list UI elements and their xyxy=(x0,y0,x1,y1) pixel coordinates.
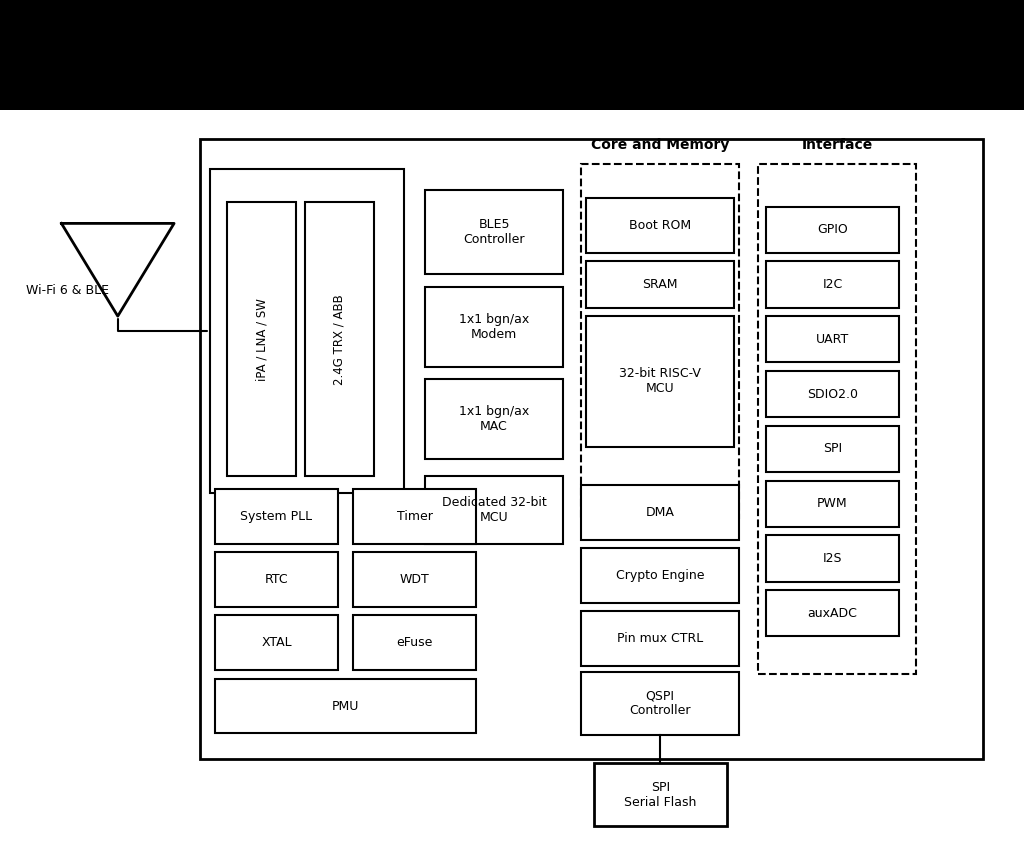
Bar xyxy=(227,202,296,476)
Text: I2S: I2S xyxy=(822,552,843,565)
Bar xyxy=(215,489,338,544)
Bar xyxy=(581,485,739,540)
Bar xyxy=(353,489,476,544)
Text: XTAL: XTAL xyxy=(261,636,292,649)
Bar xyxy=(425,287,563,367)
Text: GPIO: GPIO xyxy=(817,223,848,236)
Bar xyxy=(586,316,734,447)
Bar xyxy=(425,379,563,459)
Text: WDT: WDT xyxy=(399,573,430,586)
Text: DMA: DMA xyxy=(645,506,675,518)
Bar xyxy=(586,261,734,308)
Text: auxADC: auxADC xyxy=(808,607,857,620)
Bar xyxy=(581,164,739,518)
Bar xyxy=(425,190,563,274)
Text: Wi-Fi 6 & BLE: Wi-Fi 6 & BLE xyxy=(26,284,109,298)
Bar xyxy=(594,763,727,826)
Bar xyxy=(766,261,899,308)
Bar xyxy=(766,316,899,362)
Text: Dedicated 32-bit
MCU: Dedicated 32-bit MCU xyxy=(441,496,547,524)
Text: BLE5
Controller: BLE5 Controller xyxy=(463,217,525,246)
Text: 1x1 bgn/ax
MAC: 1x1 bgn/ax MAC xyxy=(459,405,529,433)
Text: Pin mux CTRL: Pin mux CTRL xyxy=(616,632,703,645)
Text: QSPI
Controller: QSPI Controller xyxy=(629,690,691,717)
Bar xyxy=(766,426,899,472)
Bar xyxy=(353,552,476,607)
Bar xyxy=(0,110,1024,843)
Bar xyxy=(215,615,338,670)
Text: SPI: SPI xyxy=(823,443,842,455)
Text: Boot ROM: Boot ROM xyxy=(629,219,691,232)
Text: Crypto Engine: Crypto Engine xyxy=(615,569,705,582)
Bar xyxy=(758,164,916,674)
Bar xyxy=(215,552,338,607)
Bar xyxy=(766,207,899,253)
Bar xyxy=(766,535,899,582)
Bar xyxy=(581,672,739,735)
Text: 1x1 bgn/ax
Modem: 1x1 bgn/ax Modem xyxy=(459,313,529,341)
Bar xyxy=(353,615,476,670)
Bar xyxy=(581,548,739,603)
Bar xyxy=(210,169,404,493)
Text: Core and Memory: Core and Memory xyxy=(591,137,730,152)
Text: System PLL: System PLL xyxy=(241,510,312,523)
Text: 2.4G TRX / ABB: 2.4G TRX / ABB xyxy=(333,294,346,384)
Text: SPI
Serial Flash: SPI Serial Flash xyxy=(625,781,696,808)
Text: SDIO2.0: SDIO2.0 xyxy=(807,388,858,400)
Text: Timer: Timer xyxy=(396,510,433,523)
Bar xyxy=(766,590,899,636)
Text: SRAM: SRAM xyxy=(642,278,678,291)
Bar xyxy=(200,139,983,759)
Text: eFuse: eFuse xyxy=(396,636,433,649)
Bar xyxy=(305,202,374,476)
Text: UART: UART xyxy=(816,333,849,346)
Bar xyxy=(215,679,476,733)
Text: RTC: RTC xyxy=(264,573,289,586)
Bar xyxy=(586,198,734,253)
Bar xyxy=(766,481,899,527)
Text: PMU: PMU xyxy=(332,700,359,712)
Text: Interface: Interface xyxy=(802,137,873,152)
Text: I2C: I2C xyxy=(822,278,843,291)
Text: iPA / LNA / SW: iPA / LNA / SW xyxy=(255,298,268,381)
Text: PWM: PWM xyxy=(817,497,848,510)
Bar xyxy=(581,611,739,666)
Text: 32-bit RISC-V
MCU: 32-bit RISC-V MCU xyxy=(620,368,700,395)
Bar xyxy=(766,371,899,417)
Bar xyxy=(425,476,563,544)
